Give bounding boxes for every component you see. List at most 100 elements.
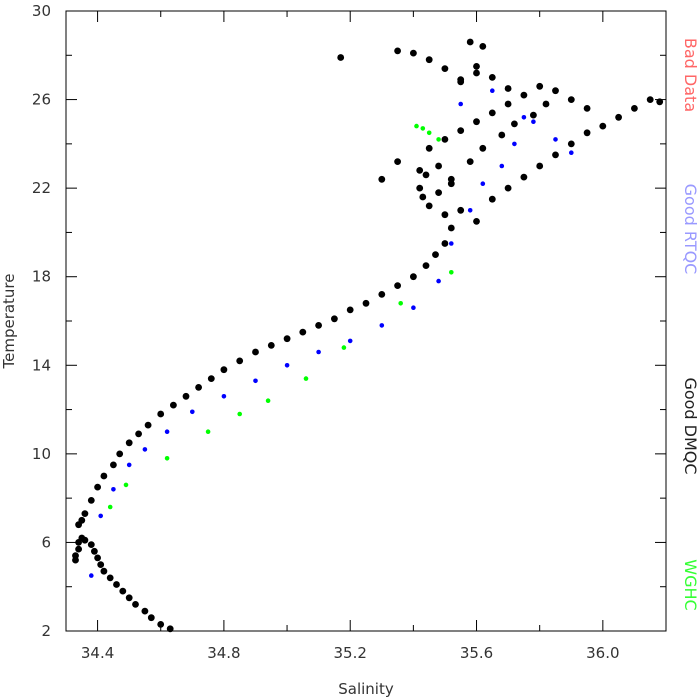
point-good-dmqc — [72, 556, 79, 564]
point-good-dmqc — [631, 105, 638, 112]
point-good-dmqc — [552, 87, 559, 95]
point-good-rtqc — [458, 101, 464, 107]
y-tick-label: 30 — [32, 2, 51, 20]
point-good-dmqc — [394, 47, 401, 55]
legend: Bad Data Good RTQC Good DMQC WGHC — [681, 38, 700, 611]
x-tick-label: 34.8 — [207, 644, 240, 662]
point-good-dmqc — [362, 299, 370, 307]
point-good-dmqc — [157, 621, 165, 628]
point-wghc — [414, 123, 419, 129]
point-good-dmqc — [583, 105, 591, 112]
point-good-rtqc — [480, 181, 486, 186]
point-good-dmqc — [457, 127, 465, 134]
point-good-dmqc — [378, 175, 386, 183]
point-good-rtqc — [436, 278, 441, 284]
point-good-dmqc — [552, 151, 559, 159]
point-good-dmqc — [97, 561, 105, 568]
point-good-dmqc — [435, 189, 442, 197]
point-good-dmqc — [315, 322, 322, 329]
point-good-dmqc — [378, 291, 386, 298]
point-good-dmqc — [441, 211, 449, 219]
point-good-dmqc — [567, 96, 575, 103]
point-good-dmqc — [422, 171, 430, 179]
point-wghc — [398, 301, 404, 306]
point-good-dmqc — [220, 366, 228, 374]
point-good-dmqc — [615, 113, 622, 121]
point-good-dmqc — [135, 430, 143, 438]
point-good-dmqc — [182, 392, 190, 400]
point-good-dmqc — [542, 100, 550, 108]
point-good-dmqc — [567, 140, 575, 148]
point-good-dmqc — [504, 184, 512, 192]
point-good-dmqc — [520, 91, 528, 99]
point-wghc — [420, 126, 426, 131]
point-good-dmqc — [488, 109, 496, 117]
point-good-dmqc — [331, 315, 338, 323]
point-good-dmqc — [419, 193, 427, 201]
point-good-dmqc — [511, 120, 518, 128]
point-good-dmqc — [394, 158, 401, 166]
point-good-dmqc — [425, 202, 433, 210]
point-good-dmqc — [100, 567, 108, 575]
point-good-dmqc — [432, 251, 439, 258]
x-tick-label: 35.6 — [460, 644, 493, 662]
point-wghc — [205, 429, 211, 435]
data-points — [72, 38, 664, 633]
point-good-dmqc — [81, 510, 89, 517]
legend-item-wghc: WGHC — [681, 559, 700, 610]
point-good-dmqc — [488, 74, 496, 81]
point-wghc — [123, 482, 129, 488]
point-good-dmqc — [346, 306, 354, 314]
point-good-rtqc — [499, 163, 505, 169]
point-good-dmqc — [520, 173, 528, 181]
point-good-dmqc — [498, 131, 506, 139]
point-good-dmqc — [504, 100, 512, 108]
point-good-rtqc — [490, 88, 495, 93]
point-good-rtqc — [521, 115, 527, 120]
point-good-dmqc — [447, 224, 455, 232]
point-good-rtqc — [111, 487, 116, 492]
point-wghc — [449, 270, 454, 275]
point-good-dmqc — [488, 195, 496, 203]
y-tick-label: 10 — [32, 445, 51, 463]
point-good-dmqc — [473, 118, 480, 126]
point-good-dmqc — [100, 472, 108, 480]
point-good-rtqc — [89, 573, 94, 578]
y-axis-title: Temperature — [0, 273, 18, 369]
point-wghc — [164, 456, 170, 461]
point-wghc — [426, 130, 432, 136]
point-good-dmqc — [125, 439, 133, 447]
point-good-dmqc — [87, 497, 95, 504]
point-good-dmqc — [147, 614, 155, 622]
point-wghc — [341, 345, 347, 350]
point-good-rtqc — [569, 150, 574, 155]
point-wghc — [107, 504, 113, 510]
point-good-dmqc — [106, 574, 114, 582]
point-good-rtqc — [379, 323, 385, 328]
point-good-rtqc — [164, 429, 170, 435]
point-good-dmqc — [207, 375, 215, 382]
point-good-rtqc — [98, 513, 103, 519]
point-good-dmqc — [441, 240, 449, 247]
legend-item-bad-data: Bad Data — [681, 38, 700, 112]
point-good-dmqc — [236, 357, 244, 365]
point-good-dmqc — [337, 54, 345, 61]
point-good-dmqc — [457, 76, 465, 83]
point-good-rtqc — [316, 349, 321, 355]
point-good-dmqc — [91, 547, 98, 555]
point-good-rtqc — [221, 394, 227, 399]
point-good-dmqc — [504, 85, 512, 92]
point-good-dmqc — [466, 38, 474, 46]
point-good-dmqc — [195, 384, 203, 391]
point-good-dmqc — [394, 282, 401, 289]
x-tick-label: 34.4 — [81, 644, 114, 662]
point-wghc — [265, 398, 271, 404]
point-good-dmqc — [110, 461, 117, 469]
x-tick-label: 35.2 — [334, 644, 367, 662]
point-good-dmqc — [599, 122, 607, 130]
point-good-dmqc — [75, 539, 82, 546]
point-good-dmqc — [422, 262, 430, 269]
axis-ticks — [66, 10, 666, 632]
